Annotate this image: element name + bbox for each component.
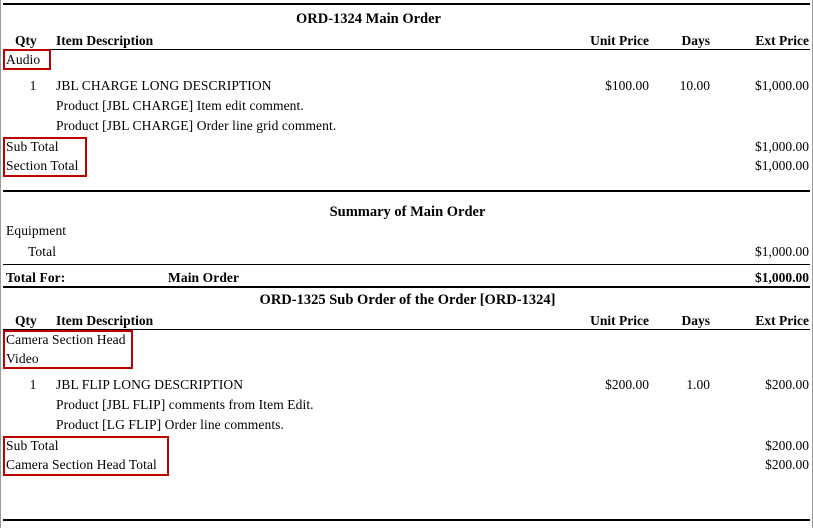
line-item-qty: 1 xyxy=(29,78,37,93)
summary-total-value: $1,000.00 xyxy=(755,244,809,259)
column-header-qty: Qty xyxy=(15,33,37,48)
total-for-name: Main Order xyxy=(168,270,240,285)
summary-title: Summary of Main Order xyxy=(329,204,486,220)
line-item-ext-price: $1,000.00 xyxy=(755,78,809,93)
summary-group-label: Equipment xyxy=(6,223,67,238)
column-header-unit-price: Unit Price xyxy=(590,33,649,48)
line-item-comment-2-2: Product [LG FLIP] Order line comments. xyxy=(56,417,285,432)
section-head-label-camera: Camera Section Head xyxy=(6,332,126,347)
section-total-label: Section Total xyxy=(6,158,79,173)
column-header-item-description-2: Item Description xyxy=(56,313,154,328)
line-item-comment-2: Product [JBL CHARGE] Order line grid com… xyxy=(56,118,337,133)
sub-total-value-2: $200.00 xyxy=(765,438,809,453)
line-item-description-2: JBL FLIP LONG DESCRIPTION xyxy=(56,377,244,392)
section-label-audio: Audio xyxy=(6,52,41,67)
line-item-comment-1: Product [JBL CHARGE] Item edit comment. xyxy=(56,98,304,113)
line-item-unit-price-2: $200.00 xyxy=(605,377,649,392)
column-header-days: Days xyxy=(681,33,710,48)
column-header-ext-price-2: Ext Price xyxy=(755,313,809,328)
column-header-qty-2: Qty xyxy=(15,313,37,328)
section-total-value: $1,000.00 xyxy=(755,158,809,173)
column-header-days-2: Days xyxy=(681,313,710,328)
summary-top-rule xyxy=(3,190,810,192)
column-header-rule xyxy=(3,49,810,50)
line-item-days-2: 1.00 xyxy=(686,377,710,392)
total-for-label: Total For: xyxy=(6,270,66,285)
sub-total-label: Sub Total xyxy=(6,139,59,154)
section-total-label-2: Camera Section Head Total xyxy=(6,457,157,472)
line-item-ext-price-2: $200.00 xyxy=(765,377,809,392)
section-total-value-2: $200.00 xyxy=(765,457,809,472)
sub-total-value: $1,000.00 xyxy=(755,139,809,154)
sub-total-label-2: Sub Total xyxy=(6,438,59,453)
bottom-rule xyxy=(3,519,810,521)
line-item-days: 10.00 xyxy=(679,78,710,93)
line-item-qty-2: 1 xyxy=(29,377,37,392)
column-header-unit-price-2: Unit Price xyxy=(590,313,649,328)
summary-total-label: Total xyxy=(28,244,57,259)
line-item-comment-1-2: Product [JBL FLIP] comments from Item Ed… xyxy=(56,397,314,412)
column-header-ext-price: Ext Price xyxy=(755,33,809,48)
section-label-video: Video xyxy=(6,351,39,366)
line-item-description: JBL CHARGE LONG DESCRIPTION xyxy=(56,78,272,93)
sub-order-title: ORD-1325 Sub Order of the Order [ORD-132… xyxy=(259,292,556,308)
column-header-rule-2 xyxy=(3,329,810,330)
top-rule xyxy=(3,3,810,5)
summary-bottom-rule xyxy=(3,264,810,265)
line-item-unit-price: $100.00 xyxy=(605,78,649,93)
total-for-rule xyxy=(3,286,810,288)
total-for-value: $1,000.00 xyxy=(755,270,809,285)
column-header-item-description: Item Description xyxy=(56,33,154,48)
main-order-title: ORD-1324 Main Order xyxy=(296,11,441,27)
